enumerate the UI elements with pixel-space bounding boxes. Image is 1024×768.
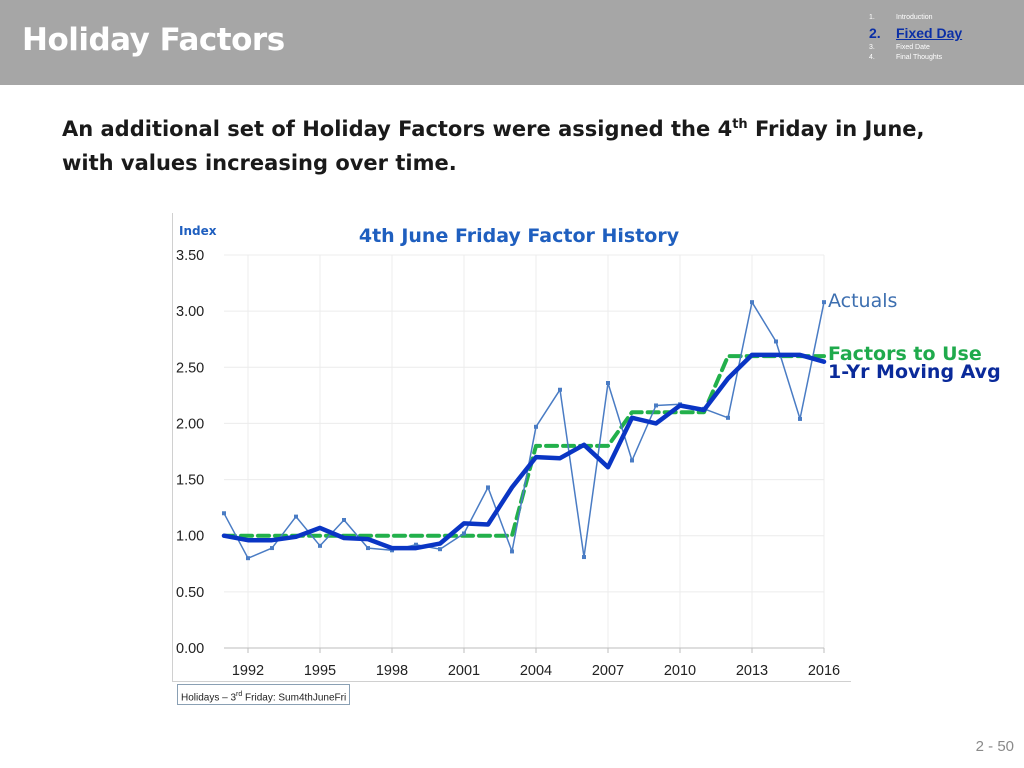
subtitle-superscript: th (732, 117, 748, 132)
x-tick-label: 1995 (304, 663, 336, 679)
data-point-actuals (414, 542, 418, 547)
x-tick-label: 1998 (376, 663, 408, 679)
series-line-factors-to-use (222, 354, 826, 538)
source-link-button[interactable]: Holidays – 3rd Friday: Sum4thJuneFri (177, 684, 351, 705)
data-point-actuals (774, 339, 778, 344)
x-tick-label: 2001 (448, 663, 480, 679)
factor-history-chart: 0.00 0.50 1.00 1.50 2.00 2.50 3.00 3.50 1992 1995… (176, 224, 840, 679)
source-link-text: Holidays – 3 (181, 692, 237, 704)
y-tick-label: 2.50 (176, 360, 204, 376)
y-tick-label: 0.50 (176, 585, 204, 601)
section-nav: 1. Introduction 2. Fixed Day 3. Fixed Da… (869, 13, 1019, 63)
x-tick-label: 1992 (232, 663, 264, 679)
series-line-actuals (223, 301, 825, 559)
subtitle-text: An additional set of Holiday Factors wer… (62, 117, 733, 141)
chart-frame (172, 213, 851, 682)
nav-item-fixed-day[interactable]: 2. Fixed Day (869, 23, 1019, 43)
series-label-moving-avg: 1-Yr Moving Avg (828, 361, 1001, 383)
x-tick-label: 2016 (808, 663, 840, 679)
data-point-actuals (750, 300, 754, 305)
nav-item-number: 3. (869, 44, 875, 51)
y-tick-label: 2.00 (176, 416, 204, 432)
x-tick-label: 2013 (736, 663, 768, 679)
data-point-actuals (462, 531, 466, 536)
nav-item-number: 1. (869, 14, 875, 21)
series-line-1-yr-moving-avg (221, 352, 827, 551)
data-point-actuals (582, 555, 586, 560)
y-tick-label: 0.00 (176, 641, 204, 657)
nav-item-final-thoughts[interactable]: 4. Final Thoughts (869, 53, 1019, 63)
data-point-actuals (534, 424, 538, 429)
data-point-actuals (510, 549, 514, 554)
data-point-actuals (222, 511, 226, 516)
source-link-superscript: rd (236, 691, 243, 698)
data-point-actuals (246, 556, 250, 561)
data-point-actuals (270, 546, 274, 551)
data-point-actuals (366, 546, 370, 551)
nav-item-number: 2. (869, 25, 881, 41)
data-point-actuals (438, 547, 442, 552)
nav-item-number: 4. (869, 54, 875, 61)
data-point-actuals (822, 300, 826, 305)
slide-header: Holiday Factors 1. Introduction 2. Fixed… (0, 0, 1024, 85)
slide-subtitle: An additional set of Holiday Factors wer… (62, 108, 962, 180)
y-tick-label: 3.00 (176, 304, 204, 320)
page-number: 2 - 50 (975, 738, 1014, 755)
data-point-actuals (606, 381, 610, 386)
data-point-actuals (726, 415, 730, 420)
data-point-actuals (798, 416, 802, 421)
x-tick-label: 2010 (664, 663, 696, 679)
data-point-actuals (630, 458, 634, 463)
x-tick-label: 2004 (520, 663, 552, 679)
nav-item-fixed-date[interactable]: 3. Fixed Date (869, 43, 1019, 53)
subtitle-text-cont: Friday in June, with values increasing o… (62, 117, 925, 175)
nav-item-label: Final Thoughts (896, 54, 943, 61)
nav-item-introduction[interactable]: 1. Introduction (869, 13, 1019, 23)
x-tick-label: 2007 (592, 663, 624, 679)
chart-container: 0.00 0.50 1.00 1.50 2.00 2.50 3.00 3.50 1992 1995… (172, 213, 852, 683)
nav-item-label: Fixed Day (896, 25, 963, 41)
data-point-actuals (486, 485, 490, 490)
data-point-actuals (318, 543, 322, 548)
slide-title: Holiday Factors (22, 22, 285, 58)
data-point-actuals (654, 403, 658, 408)
y-tick-label: 1.50 (176, 473, 204, 489)
nav-item-label: Introduction (896, 14, 933, 21)
y-tick-label: 3.50 (176, 248, 204, 264)
data-point-actuals (294, 514, 298, 519)
y-axis-title: Index (179, 224, 217, 238)
chart-title: 4th June Friday Factor History (359, 225, 680, 247)
series-label-factors: Factors to Use (828, 343, 982, 365)
nav-item-label: Fixed Date (896, 44, 930, 51)
source-link-text-cont: Friday: Sum4thJuneFri (242, 692, 347, 704)
data-point-actuals (342, 517, 346, 522)
data-point-actuals (558, 387, 562, 392)
y-tick-label: 1.00 (176, 529, 204, 545)
series-label-actuals: Actuals (828, 290, 898, 312)
